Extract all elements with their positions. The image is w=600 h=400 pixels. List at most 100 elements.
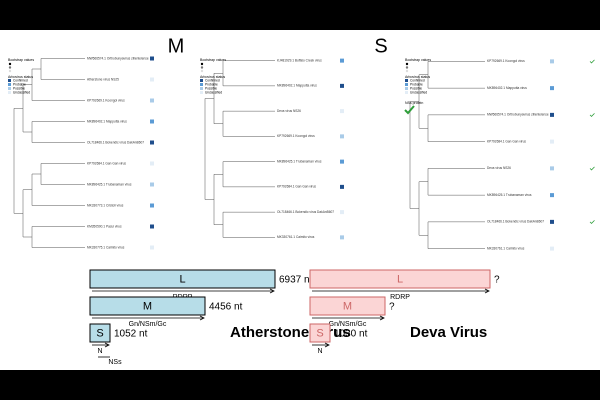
arrow-head [199, 315, 205, 321]
segment-length: 1030 nt [334, 329, 368, 340]
arrow-head [269, 288, 275, 294]
leaf-label: MW566574.1 Orthobunyavirus zillentelense [487, 113, 549, 117]
legend-dot [405, 69, 409, 73]
leaf-label: MK896425.1 Trubanaman virus [487, 193, 532, 197]
arrow-head [379, 315, 385, 321]
segment-length: ? [494, 275, 500, 286]
legend-title: Arbovirus status [405, 75, 430, 79]
segment-length: ? [389, 302, 395, 313]
leaf-label: MK896402.1 Mapputta virus [277, 84, 317, 88]
protein-label: Gn/NSm/Gc [129, 321, 167, 328]
legend-label: Unclassified [13, 90, 30, 94]
tree-letter: M [168, 35, 185, 57]
segment-label: M [143, 300, 152, 312]
status-cell [150, 224, 154, 229]
status-cell [550, 59, 554, 64]
leaf-label: MK330775.1 Caimito virus [87, 245, 125, 249]
legend-dot [405, 66, 409, 69]
legend-label: Confirmed [205, 78, 220, 82]
status-cell [340, 210, 344, 215]
status-cell [550, 219, 554, 224]
status-cell [150, 203, 154, 208]
legend-swatch [405, 83, 408, 86]
legend-label: Confirmed [13, 78, 28, 82]
legend-label: Unclassified [205, 90, 222, 94]
segment-label: L [397, 273, 403, 285]
legend-swatch [8, 87, 11, 90]
leaf-label: KJ481929.1 Buffalo Creek virus [277, 58, 322, 62]
tree-letter: S [374, 35, 387, 57]
leaf-label: OL718466.1 Bokendic virus DakAnB607 [277, 210, 334, 214]
status-cell [150, 56, 154, 61]
legend-title: Arbovirus status [8, 75, 33, 79]
legend-label: Possible [205, 86, 217, 90]
status-cell [550, 166, 554, 171]
status-cell [340, 184, 344, 189]
leaf-label: KP792684.1 Gan Gan virus [277, 185, 316, 189]
leaf-label: Deva virus NS26 [487, 166, 511, 170]
check [589, 59, 595, 64]
virus-name: Deva Virus [410, 324, 487, 341]
leaf-label: MK896425.1 Trubanaman virus [87, 182, 132, 186]
segment [309, 269, 491, 289]
leaf-label: KP792684.1 Gan Gan virus [87, 161, 126, 165]
segment-label: M [343, 300, 352, 312]
check [404, 105, 415, 115]
status-cell [150, 182, 154, 187]
segment-length: 1052 nt [114, 329, 148, 340]
legend-swatch [200, 79, 203, 82]
status-cell [550, 112, 554, 117]
status-cell [150, 245, 154, 250]
protein-label: NSs [108, 359, 122, 366]
status-cell [150, 119, 154, 124]
segment [89, 296, 206, 316]
legend-dot [8, 66, 12, 69]
legend-label: Possible [13, 86, 25, 90]
leaf-label: MW566574.1 Orthobunyavirus zillentelense [87, 56, 149, 60]
legend-label: Confirmed [410, 78, 425, 82]
segment-label: L [179, 273, 185, 285]
legend-label: Probable [13, 82, 26, 86]
legend-dot [8, 62, 12, 66]
leaf-label: MK896425.1 Trubanaman virus [277, 159, 322, 163]
status-cell [340, 109, 344, 114]
legend-dot [405, 62, 409, 66]
leaf-label: KP792684.1 Gan Gan virus [487, 139, 526, 143]
legend-dot [200, 62, 204, 66]
segment-label: S [316, 327, 323, 339]
status-cell [340, 83, 344, 88]
nss-label: NSs protein [405, 101, 423, 105]
check [589, 113, 595, 117]
segment [89, 269, 276, 289]
status-cell [150, 77, 154, 82]
status-cell [550, 193, 554, 198]
leaf-label: KP792669.1 Koongol virus [487, 59, 525, 63]
leaf-label: MK330761.1 Caimito virus [487, 246, 525, 250]
arrow-head [324, 342, 330, 348]
legend-label: Probable [410, 82, 423, 86]
legend-dot [8, 69, 12, 73]
legend-swatch [200, 83, 203, 86]
leaf-label: MK896402.1 Mapputta virus [487, 86, 527, 90]
legend-title: Arbovirus status [200, 75, 225, 79]
segment-label: S [96, 327, 103, 339]
leaf-label: Deva virus NS26 [277, 109, 301, 113]
leaf-label: MK896402.1 Mapputta virus [87, 119, 127, 123]
check [589, 166, 595, 171]
segment [309, 323, 331, 343]
leaf-label: MK330773.1 Cristoli virus [87, 203, 124, 207]
leaf-label: OL718466.1 Bokendic virus DakAnB607 [87, 140, 144, 144]
legend-dot [200, 66, 204, 69]
legend-label: Probable [205, 82, 218, 86]
segment-length: 4456 nt [209, 302, 243, 313]
protein-label: Gn/NSm/Gc [329, 321, 367, 328]
legend-swatch [200, 91, 203, 94]
arrow-head [484, 288, 490, 294]
status-cell [150, 98, 154, 103]
legend-title: Bootstrap values [8, 58, 34, 62]
protein-label: RDRP [390, 294, 410, 301]
status-cell [340, 235, 344, 240]
legend-swatch [200, 87, 203, 90]
segment [89, 323, 111, 343]
